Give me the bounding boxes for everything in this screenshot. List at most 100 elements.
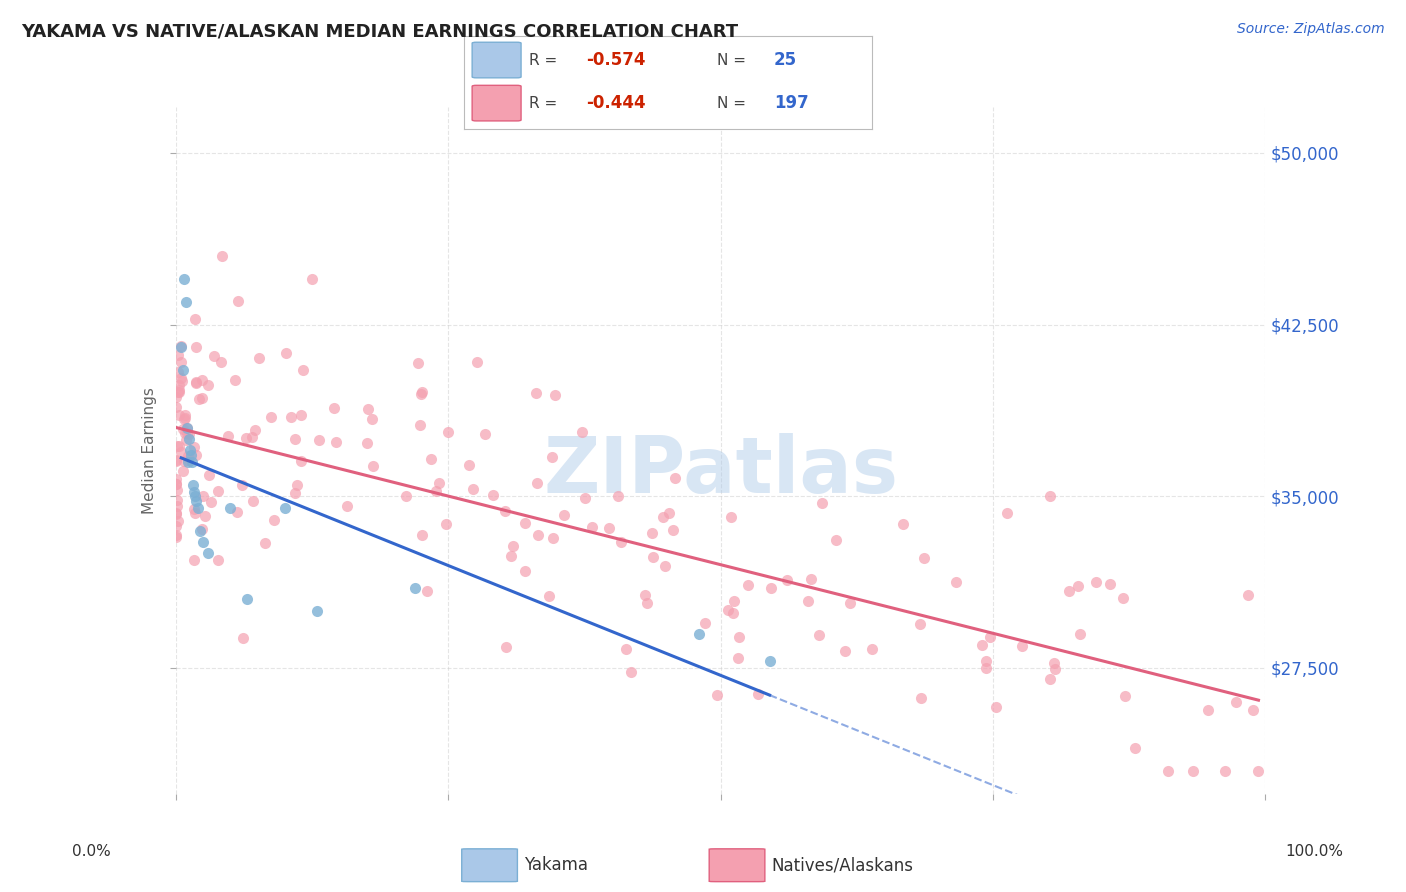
Point [165, 452, 187, 467]
Point [1043, 662, 1066, 676]
Point [425, 484, 447, 499]
Point [217, 429, 239, 443]
Point [1067, 579, 1090, 593]
Point [183, 502, 205, 516]
Point [177, 455, 200, 469]
Point [191, 522, 214, 536]
Point [184, 340, 207, 354]
Point [420, 452, 443, 467]
Point [1085, 574, 1108, 589]
Point [165, 477, 187, 491]
Point [974, 661, 997, 675]
Point [177, 449, 200, 463]
Point [165, 519, 187, 533]
Point [619, 665, 641, 679]
Point [723, 594, 745, 608]
Point [170, 340, 193, 354]
Point [307, 604, 329, 618]
Point [984, 700, 1007, 714]
FancyBboxPatch shape [472, 42, 522, 78]
Point [188, 524, 211, 538]
Text: 0.0%: 0.0% [72, 845, 111, 859]
Point [482, 488, 505, 502]
Point [174, 411, 197, 425]
Point [728, 630, 751, 644]
Point [247, 351, 270, 366]
Point [183, 553, 205, 567]
Point [263, 513, 285, 527]
Point [280, 410, 302, 425]
Point [323, 401, 346, 415]
Point [607, 489, 630, 503]
Point [253, 535, 276, 549]
Point [197, 546, 219, 561]
Point [166, 348, 188, 362]
Text: 25: 25 [773, 51, 797, 69]
Point [571, 425, 593, 439]
Point [1157, 764, 1180, 778]
Point [737, 578, 759, 592]
Point [717, 602, 740, 616]
Point [166, 514, 188, 528]
Point [1247, 764, 1270, 778]
Point [167, 384, 190, 399]
Point [165, 401, 187, 415]
Point [166, 439, 188, 453]
Point [1069, 627, 1091, 641]
Point [1181, 764, 1204, 778]
Point [170, 355, 193, 369]
Point [912, 551, 935, 566]
Point [463, 482, 485, 496]
Point [173, 271, 195, 285]
Point [184, 376, 207, 390]
Point [651, 509, 673, 524]
Point [336, 499, 359, 513]
Point [191, 373, 214, 387]
Point [166, 365, 188, 379]
Point [170, 371, 193, 385]
Point [290, 454, 312, 468]
Point [240, 430, 263, 444]
Point [183, 440, 205, 454]
Point [360, 412, 382, 426]
Point [207, 552, 229, 566]
Point [974, 654, 997, 668]
Point [172, 464, 194, 478]
Point [1098, 576, 1121, 591]
Text: Source: ZipAtlas.com: Source: ZipAtlas.com [1237, 22, 1385, 37]
Point [284, 485, 307, 500]
Point [260, 410, 283, 425]
Point [166, 493, 188, 508]
Text: -0.444: -0.444 [586, 95, 645, 112]
Point [361, 459, 384, 474]
Text: N =: N = [717, 95, 745, 111]
Point [574, 491, 596, 506]
Point [198, 468, 221, 483]
Point [166, 499, 188, 513]
Text: R =: R = [529, 95, 557, 111]
Point [776, 574, 799, 588]
Point [1197, 702, 1219, 716]
Point [177, 432, 200, 446]
Point [172, 422, 194, 436]
Point [997, 506, 1019, 520]
Point [467, 355, 489, 369]
Point [290, 408, 312, 422]
Point [226, 505, 249, 519]
Point [499, 549, 522, 563]
Point [235, 592, 257, 607]
Point [527, 528, 550, 542]
Point [1038, 490, 1060, 504]
Point [693, 615, 716, 630]
Point [174, 434, 197, 448]
Point [839, 596, 862, 610]
Point [544, 388, 567, 402]
Point [183, 506, 205, 520]
Point [181, 455, 204, 469]
Point [1241, 703, 1264, 717]
Point [970, 638, 993, 652]
Point [186, 500, 209, 515]
Point [1125, 741, 1147, 756]
Point [284, 432, 307, 446]
Text: -0.574: -0.574 [586, 51, 645, 69]
